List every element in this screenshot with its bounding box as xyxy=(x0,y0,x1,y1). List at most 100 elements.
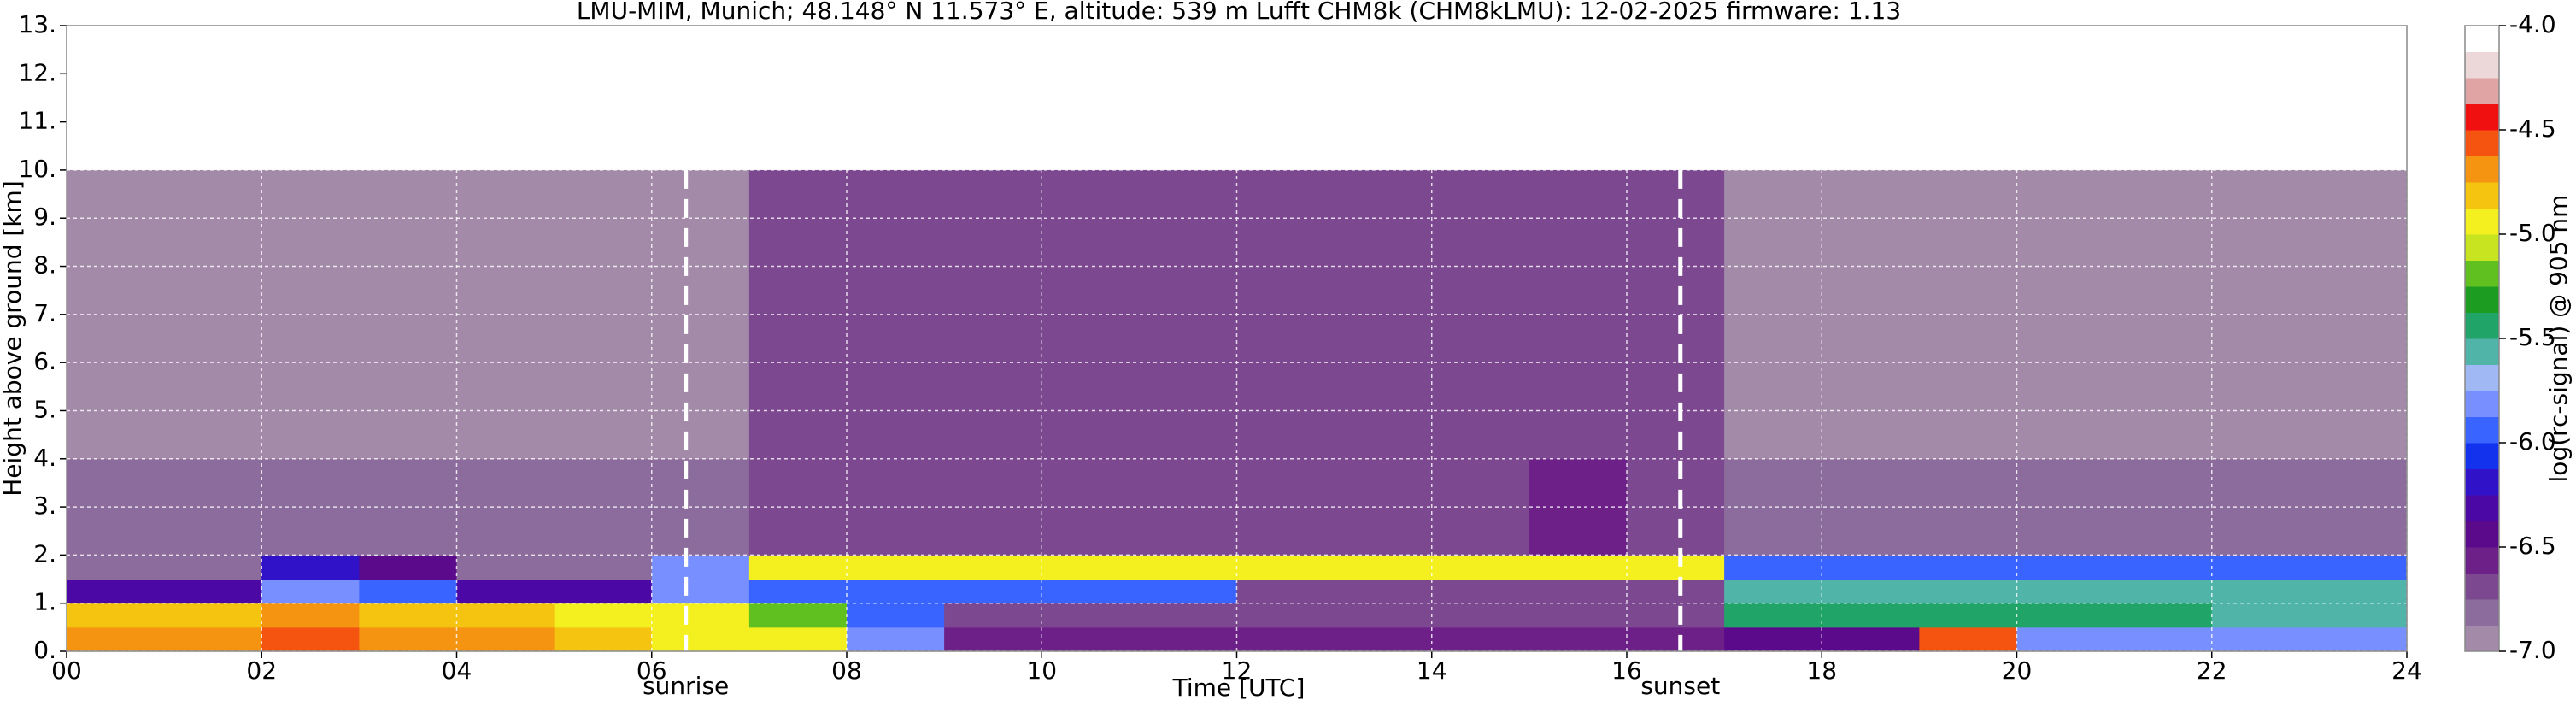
heatmap-cell xyxy=(1822,603,1920,628)
y-tick-label: 1. xyxy=(33,588,56,616)
heatmap-cell xyxy=(1529,579,1628,604)
y-tick-label: 8. xyxy=(33,251,56,279)
heatmap-cell xyxy=(1139,579,1237,604)
heatmap-cell xyxy=(1236,603,1335,628)
x-tick-label: 10 xyxy=(1026,656,1057,685)
colorbar-tick-label: -7.0 xyxy=(2509,636,2556,664)
heatmap-cell xyxy=(1724,169,1822,460)
heatmap-cell xyxy=(944,458,1042,556)
heatmap-cell xyxy=(651,458,750,556)
heatmap-cell xyxy=(359,627,457,652)
heatmap-cell xyxy=(554,579,653,604)
colorbar-swatch xyxy=(2465,182,2499,209)
heatmap-cell xyxy=(1822,458,1920,556)
colorbar-swatch xyxy=(2465,78,2499,104)
colorbar-swatch xyxy=(2465,468,2499,496)
heatmap-cell xyxy=(944,169,1042,460)
plot-frame xyxy=(66,25,2408,652)
heatmap-cell xyxy=(1822,169,1920,460)
colorbar-tick-label: -5.0 xyxy=(2509,219,2556,247)
heatmap-cell xyxy=(1627,579,1725,604)
annotation-label: sunrise xyxy=(643,672,729,700)
heatmap-cell xyxy=(1042,555,1140,580)
heatmap-cell xyxy=(456,555,555,580)
heatmap-cell xyxy=(1431,169,1530,460)
colorbar-swatch xyxy=(2465,495,2499,521)
heatmap-cell xyxy=(1724,555,1822,580)
colorbar-swatch xyxy=(2465,286,2499,313)
x-tick-label: 12 xyxy=(1222,656,1253,685)
heatmap-cell xyxy=(1822,555,1920,580)
x-tick-label: 08 xyxy=(831,656,862,685)
heatmap-cell xyxy=(164,555,262,580)
y-tick-label: 9. xyxy=(33,203,56,231)
heatmap-cell xyxy=(2211,579,2310,604)
heatmap-cell xyxy=(2114,169,2213,460)
heatmap-cell xyxy=(2211,555,2310,580)
heatmap-cell xyxy=(2211,603,2310,628)
heatmap-cell xyxy=(1431,555,1530,580)
heatmap-cell xyxy=(1139,603,1237,628)
heatmap-cell xyxy=(554,603,653,628)
x-tick-label: 22 xyxy=(2197,656,2227,685)
heatmap-cell xyxy=(1236,555,1335,580)
x-tick-label: 02 xyxy=(246,656,277,685)
heatmap-cell xyxy=(1529,555,1628,580)
heatmap-cell xyxy=(847,555,945,580)
colorbar-swatch xyxy=(2465,103,2499,131)
chart-title: LMU-MIM, Munich; 48.148° N 11.573° E, al… xyxy=(577,0,1901,25)
heatmap-cell xyxy=(456,627,555,652)
colorbar-swatch xyxy=(2465,364,2499,391)
heatmap-cell xyxy=(2211,627,2310,652)
heatmap-cell xyxy=(651,555,750,580)
heatmap-cell xyxy=(1529,627,1628,652)
heatmap-cell xyxy=(67,555,165,580)
heatmap-cell xyxy=(554,627,653,652)
heatmap-cell xyxy=(261,603,360,628)
heatmap-cell xyxy=(1334,169,1433,460)
heatmap-cell xyxy=(1334,458,1433,556)
heatmap-cell xyxy=(554,555,653,580)
colorbar-swatch xyxy=(2465,338,2499,365)
heatmap-cell xyxy=(847,579,945,604)
colorbar-swatch xyxy=(2465,26,2499,52)
heatmap-cell xyxy=(1724,458,1822,556)
heatmap-cell xyxy=(651,603,750,628)
x-axis-label: Time [UTC] xyxy=(1172,674,1306,702)
heatmap-cell xyxy=(1627,555,1725,580)
colorbar-swatch xyxy=(2465,416,2499,444)
heatmap-cell xyxy=(456,603,555,628)
heatmap-cell xyxy=(2309,555,2408,580)
y-tick-label: 5. xyxy=(33,395,56,423)
colorbar-swatch xyxy=(2465,130,2499,156)
heatmap-cell xyxy=(1334,627,1433,652)
heatmap-cell xyxy=(2016,627,2115,652)
heatmap-cell xyxy=(261,555,360,580)
heatmap-cell xyxy=(2114,579,2213,604)
heatmap-cell xyxy=(1042,603,1140,628)
x-tick-label: 24 xyxy=(2391,656,2422,685)
colorbar-tick-label: -6.5 xyxy=(2509,532,2556,560)
x-tick-label: 04 xyxy=(442,656,472,685)
heatmap-cell xyxy=(359,603,457,628)
heatmap-cell xyxy=(261,579,360,604)
x-tick-label: 14 xyxy=(1417,656,1447,685)
heatmap-cell xyxy=(1724,627,1822,652)
heatmap-cell xyxy=(1529,603,1628,628)
heatmap-cell xyxy=(1822,579,1920,604)
x-tick-label: 16 xyxy=(1611,656,1642,685)
heatmap-cell xyxy=(1919,555,2017,580)
colorbar-tick-label: -4.0 xyxy=(2509,10,2556,38)
heatmap-cell xyxy=(1334,555,1433,580)
y-tick-label: 10. xyxy=(18,155,56,183)
annotation-label: sunset xyxy=(1640,672,1720,700)
heatmap-cell xyxy=(944,555,1042,580)
heatmap-cell xyxy=(1431,458,1530,556)
heatmap-cell xyxy=(944,603,1042,628)
colorbar-swatch xyxy=(2465,156,2499,183)
heatmap-cell xyxy=(651,169,750,460)
heatmap-cell xyxy=(1139,555,1237,580)
heatmap-cell xyxy=(1139,627,1237,652)
heatmap-cell xyxy=(944,627,1042,652)
y-tick-label: 7. xyxy=(33,299,56,327)
